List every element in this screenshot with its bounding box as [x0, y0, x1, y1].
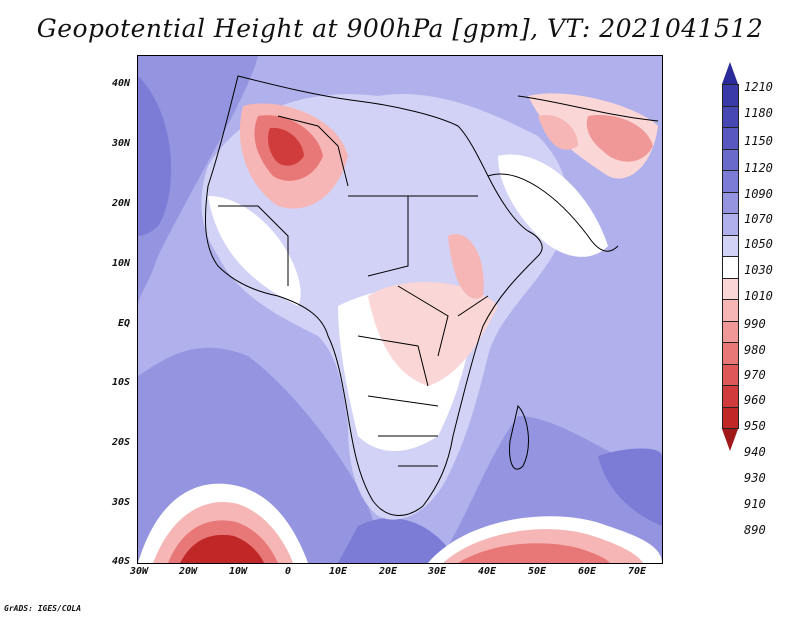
colorbar-label: 960 [744, 393, 766, 407]
colorbar-label: 1030 [744, 263, 773, 277]
colorbar-label: 1210 [744, 80, 773, 94]
colorbar-label: 970 [744, 368, 766, 382]
colorbar-label: 1010 [744, 289, 773, 303]
colorbar-cell [722, 192, 739, 214]
colorbar-label: 1180 [744, 106, 773, 120]
lon-label-20e: 20E [378, 566, 398, 577]
colorbar-label: 980 [744, 343, 766, 357]
colorbar-cell [722, 300, 739, 322]
colorbar-cell [722, 364, 739, 386]
lat-label-40n: 40N [111, 78, 130, 89]
lon-label-20w: 20W [178, 566, 198, 577]
lat-label-eq: EQ [117, 318, 130, 329]
colorbar-cell [722, 149, 739, 171]
map-plot-area [137, 55, 663, 564]
geopotential-field [138, 56, 662, 563]
lon-label-40e: 40E [477, 566, 497, 577]
colorbar-label: 1090 [744, 187, 773, 201]
colorbar-cell [722, 321, 739, 343]
lon-label-60e: 60E [577, 566, 597, 577]
colorbar-cell [722, 235, 739, 257]
lon-label-70e: 70E [627, 566, 647, 577]
chart-title: Geopotential Height at 900hPa [gpm], VT:… [36, 14, 764, 43]
lat-label-30s: 30S [111, 497, 130, 508]
colorbar-cell [722, 386, 739, 408]
colorbar-label: 1050 [744, 237, 773, 251]
colorbar [722, 62, 739, 451]
colorbar-cell [722, 214, 739, 236]
lon-label-10e: 10E [328, 566, 348, 577]
colorbar-bottom-arrow [722, 429, 738, 451]
colorbar-cells [722, 84, 739, 429]
lon-label-50e: 50E [527, 566, 547, 577]
lon-label-10w: 10W [228, 566, 248, 577]
colorbar-cell [722, 257, 739, 279]
lon-label-0: 0 [284, 566, 292, 577]
lon-label-30e: 30E [427, 566, 447, 577]
colorbar-label: 1150 [744, 134, 773, 148]
lat-label-20s: 20S [111, 437, 130, 448]
colorbar-cell [722, 128, 739, 150]
colorbar-top-arrow [722, 62, 738, 84]
colorbar-label: 950 [744, 419, 766, 433]
colorbar-cell [722, 85, 739, 107]
lat-label-40s: 40S [111, 556, 130, 567]
grads-credit: GrADS: IGES/COLA [4, 604, 82, 613]
lat-label-10n: 10N [111, 258, 130, 269]
colorbar-label: 1070 [744, 212, 773, 226]
lon-label-30w: 30W [129, 566, 149, 577]
colorbar-label: 910 [744, 497, 766, 511]
colorbar-label: 990 [744, 317, 766, 331]
lat-label-30n: 30N [111, 138, 130, 149]
colorbar-label: 930 [744, 471, 766, 485]
colorbar-label: 1120 [744, 161, 773, 175]
colorbar-cell [722, 407, 739, 429]
colorbar-label: 890 [744, 523, 766, 537]
colorbar-cell [722, 171, 739, 193]
colorbar-cell [722, 343, 739, 365]
lat-label-10s: 10S [111, 377, 130, 388]
lat-label-20n: 20N [111, 198, 130, 209]
colorbar-cell [722, 106, 739, 128]
colorbar-label: 940 [744, 445, 766, 459]
colorbar-cell [722, 278, 739, 300]
